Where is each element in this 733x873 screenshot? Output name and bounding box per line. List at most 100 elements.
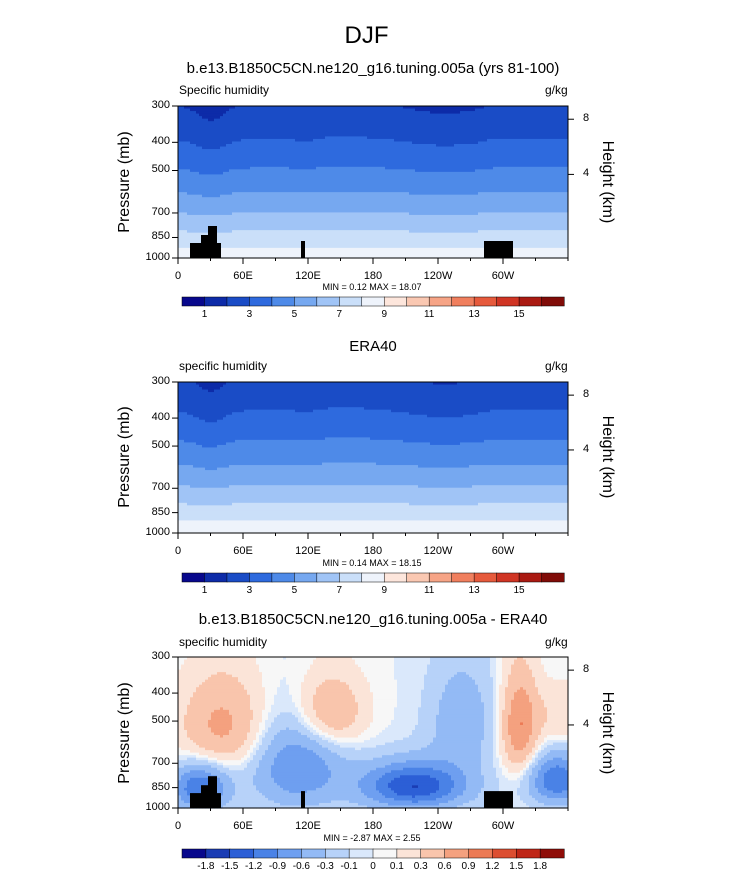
contour-cell: [193, 161, 197, 165]
contour-cell: [277, 245, 281, 249]
contour-cell: [352, 149, 356, 153]
contour-cell: [298, 182, 302, 186]
contour-cell: [319, 212, 323, 216]
contour-cell: [286, 252, 290, 257]
contour-cell: [196, 113, 200, 117]
contour-cell: [220, 136, 224, 140]
contour-cell: [268, 169, 272, 173]
contour-cell: [340, 252, 344, 257]
contour-cell: [322, 154, 326, 158]
contour-cell: [358, 154, 362, 158]
contour-cell: [340, 214, 344, 219]
contour-cell: [280, 123, 284, 127]
contour-cell: [208, 113, 212, 117]
contour-cell: [286, 237, 290, 241]
contour-cell: [304, 202, 308, 206]
contour-cell: [259, 116, 263, 120]
contour-cell: [253, 149, 257, 153]
contour-cell: [187, 240, 191, 244]
contour-cell: [289, 116, 293, 120]
contour-cell: [277, 159, 281, 163]
contour-cell: [220, 222, 224, 226]
contour-cell: [301, 133, 305, 137]
contour-cell: [238, 126, 242, 130]
contour-cell: [340, 149, 344, 153]
contour-cell: [277, 108, 281, 112]
contour-cell: [253, 225, 257, 229]
contour-cell: [268, 222, 272, 226]
contour-cell: [346, 171, 350, 175]
contour-cell: [181, 252, 185, 257]
contour-cell: [259, 154, 263, 158]
contour-cell: [217, 111, 221, 115]
contour-cell: [235, 128, 239, 132]
contour-cell: [277, 113, 281, 117]
contour-cell: [319, 136, 323, 140]
contour-cell: [217, 209, 221, 213]
contour-cell: [268, 108, 272, 112]
contour-cell: [274, 222, 278, 226]
contour-cell: [226, 118, 230, 122]
contour-cell: [199, 214, 203, 219]
contour-cell: [226, 209, 230, 213]
contour-cell: [283, 174, 287, 178]
contour-cell: [250, 154, 254, 158]
contour-cell: [283, 156, 287, 160]
contour-cell: [313, 199, 317, 203]
contour-cell: [232, 250, 236, 254]
contour-cell: [304, 156, 308, 160]
contour-cell: [304, 106, 308, 110]
contour-cell: [268, 212, 272, 216]
contour-cell: [289, 171, 293, 175]
contour-cell: [241, 116, 245, 120]
contour-cell: [316, 176, 320, 181]
contour-cell: [184, 159, 188, 163]
contour-cell: [277, 230, 281, 234]
contour-cell: [298, 252, 302, 257]
contour-cell: [265, 118, 269, 122]
contour-cell: [271, 230, 275, 234]
contour-cell: [295, 214, 299, 219]
contour-cell: [199, 171, 203, 175]
contour-cell: [211, 189, 215, 193]
contour-cell: [292, 171, 296, 175]
contour-cell: [349, 116, 353, 120]
contour-cell: [202, 159, 206, 163]
contour-cell: [331, 232, 335, 236]
contour-cell: [349, 235, 353, 239]
contour-cell: [352, 164, 356, 168]
contour-cell: [352, 207, 356, 211]
contour-cell: [214, 171, 218, 175]
contour-cell: [178, 220, 182, 224]
contour-cell: [247, 164, 251, 168]
contour-cell: [193, 235, 197, 239]
contour-cell: [301, 136, 305, 140]
contour-cell: [274, 156, 278, 160]
contour-cell: [256, 176, 260, 181]
contour-cell: [226, 250, 230, 254]
contour-cell: [253, 176, 257, 181]
contour-cell: [337, 230, 341, 234]
contour-cell: [250, 108, 254, 112]
contour-cell: [349, 240, 353, 244]
contour-cell: [226, 242, 230, 246]
contour-cell: [304, 108, 308, 112]
contour-cell: [259, 212, 263, 216]
contour-cell: [355, 202, 359, 206]
contour-cell: [319, 237, 323, 241]
contour-cell: [340, 146, 344, 150]
contour-cell: [259, 144, 263, 148]
contour-cell: [223, 133, 227, 137]
contour-cell: [241, 245, 245, 249]
contour-cell: [334, 225, 338, 229]
contour-cell: [316, 207, 320, 211]
contour-cell: [199, 235, 203, 239]
contour-cell: [193, 146, 197, 150]
contour-cell: [226, 240, 230, 244]
contour-cell: [319, 144, 323, 148]
contour-cell: [223, 131, 227, 135]
contour-cell: [268, 136, 272, 140]
contour-cell: [220, 179, 224, 183]
contour-cell: [310, 174, 314, 178]
contour-cell: [277, 204, 281, 208]
